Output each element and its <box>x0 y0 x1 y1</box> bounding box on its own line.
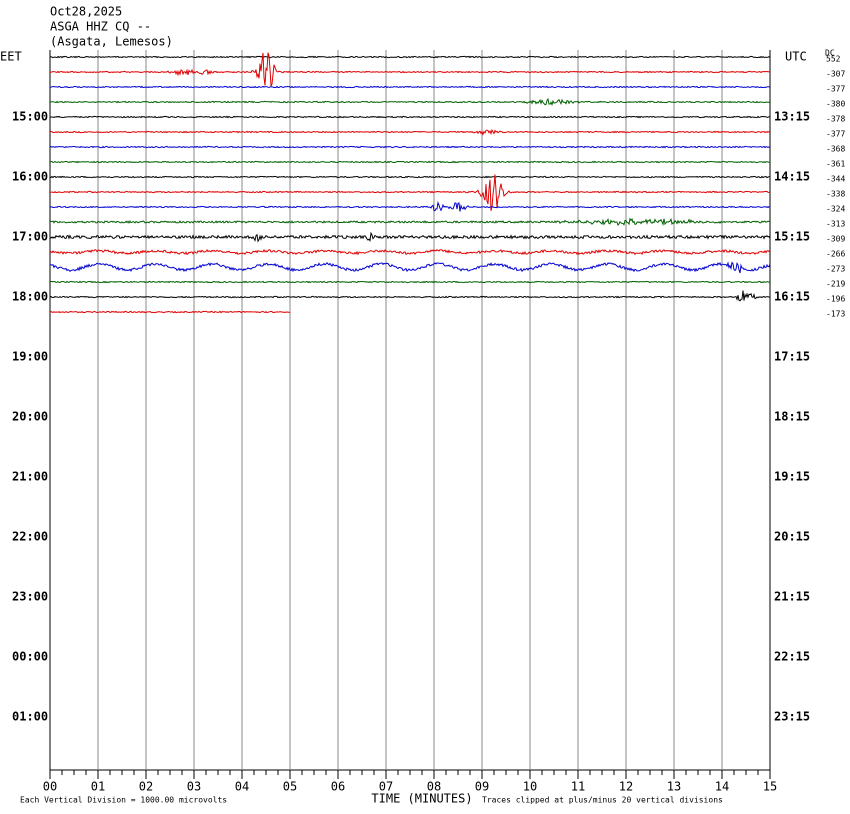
x-tick-label: 03 <box>187 780 201 794</box>
dc-value: 552 <box>826 55 841 64</box>
x-axis-title: TIME (MINUTES) <box>371 792 472 806</box>
trace <box>49 175 771 179</box>
dc-value: -266 <box>826 250 845 259</box>
dc-value: -361 <box>826 160 845 169</box>
right-time: 17:15 <box>774 350 810 364</box>
trace <box>49 290 771 302</box>
x-tick-label: 05 <box>283 780 297 794</box>
x-tick-label: 10 <box>523 780 537 794</box>
x-tick-label: 00 <box>43 780 57 794</box>
trace <box>49 174 771 211</box>
x-tick-label: 07 <box>379 780 393 794</box>
dc-value: -173 <box>826 310 845 319</box>
left-time: 17:00 <box>12 230 48 244</box>
x-tick-label: 09 <box>475 780 489 794</box>
left-time: 21:00 <box>12 470 48 484</box>
trace <box>49 128 771 136</box>
trace <box>49 160 771 164</box>
left-time: 15:00 <box>12 110 48 124</box>
station: ASGA HHZ CQ -- <box>50 20 151 34</box>
trace <box>49 217 771 227</box>
dc-value: -273 <box>826 265 845 274</box>
left-time: 19:00 <box>12 350 48 364</box>
right-time: 18:15 <box>774 410 810 424</box>
left-zone: EET <box>0 50 22 64</box>
right-time: 20:15 <box>774 530 810 544</box>
dc-value: -377 <box>826 85 845 94</box>
x-tick-label: 04 <box>235 780 249 794</box>
dc-value: -380 <box>826 100 845 109</box>
trace <box>49 310 291 314</box>
x-tick-label: 12 <box>619 780 633 794</box>
dc-label: DC <box>825 49 835 58</box>
x-tick-label: 01 <box>91 780 105 794</box>
left-time: 22:00 <box>12 530 48 544</box>
footnote-left: Each Vertical Division = 1000.00 microvo… <box>20 796 227 805</box>
x-tick-label: 14 <box>715 780 729 794</box>
left-time: 23:00 <box>12 590 48 604</box>
trace <box>49 231 771 243</box>
dc-value: -196 <box>826 295 845 304</box>
right-time: 13:15 <box>774 110 810 124</box>
trace <box>49 52 771 87</box>
x-tick-label: 15 <box>763 780 777 794</box>
x-tick-label: 13 <box>667 780 681 794</box>
trace <box>49 280 770 284</box>
x-tick-label: 02 <box>139 780 153 794</box>
trace <box>49 55 771 59</box>
right-time: 22:15 <box>774 650 810 664</box>
footnote-right: Traces clipped at plus/minus 20 vertical… <box>482 796 723 805</box>
left-time: 18:00 <box>12 290 48 304</box>
x-tick-label: 08 <box>427 780 441 794</box>
trace <box>49 115 771 119</box>
left-time: 01:00 <box>12 710 48 724</box>
right-time: 15:15 <box>774 230 810 244</box>
trace <box>49 261 771 274</box>
dc-value: -377 <box>826 130 845 139</box>
dc-value: -324 <box>826 205 845 214</box>
right-time: 14:15 <box>774 170 810 184</box>
right-time: 23:15 <box>774 710 810 724</box>
dc-value: -368 <box>826 145 845 154</box>
x-tick-label: 11 <box>571 780 585 794</box>
dc-value: -309 <box>826 235 845 244</box>
dc-value: -344 <box>826 175 845 184</box>
dc-value: -219 <box>826 280 845 289</box>
trace <box>49 85 771 89</box>
x-tick-label: 06 <box>331 780 345 794</box>
right-time: 19:15 <box>774 470 810 484</box>
left-time: 16:00 <box>12 170 48 184</box>
right-zone: UTC <box>785 50 807 64</box>
location: (Asgata, Lemesos) <box>50 35 173 49</box>
left-time: 20:00 <box>12 410 48 424</box>
trace <box>49 200 771 212</box>
dc-value: -307 <box>826 70 845 79</box>
trace <box>49 248 771 256</box>
right-time: 21:15 <box>774 590 810 604</box>
right-time: 16:15 <box>774 290 810 304</box>
dc-value: -378 <box>826 115 845 124</box>
trace <box>49 97 771 107</box>
dc-value: -338 <box>826 190 845 199</box>
date: Oct28,2025 <box>50 5 122 19</box>
dc-value: -313 <box>826 220 845 229</box>
trace <box>49 145 771 149</box>
left-time: 00:00 <box>12 650 48 664</box>
